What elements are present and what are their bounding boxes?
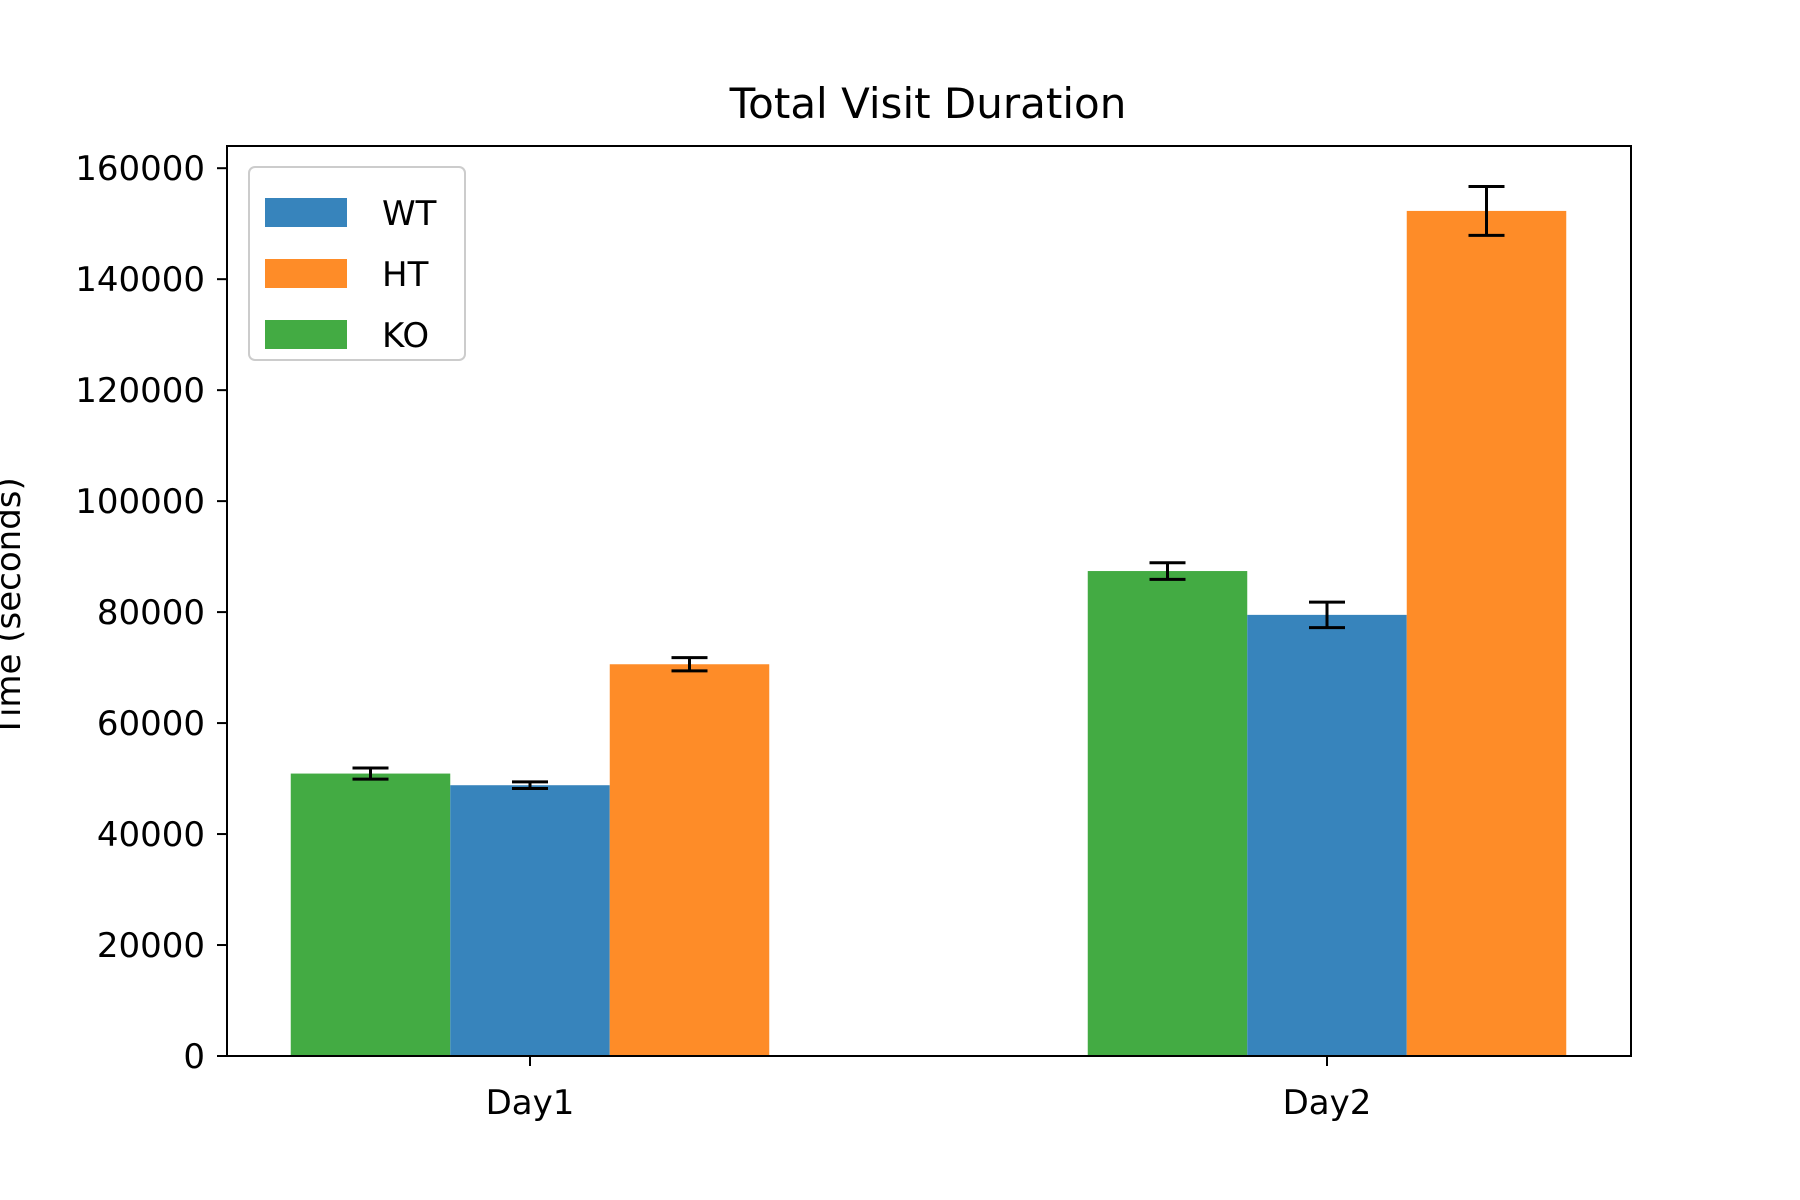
y-tick-label-160000: 160000 — [75, 149, 205, 189]
y-tick-label-40000: 40000 — [97, 815, 205, 855]
bar-ko-day1 — [290, 773, 451, 1056]
y-tick-label-140000: 140000 — [75, 260, 205, 300]
errorbar-ht-day2 — [1468, 185, 1505, 237]
legend-entry-ko: KO — [265, 316, 429, 356]
bar-wt-day2 — [1247, 614, 1407, 1056]
errorbar-ht-day1 — [671, 656, 708, 673]
errorbar-ko-day2 — [1149, 561, 1186, 581]
y-axis-label: Time (seconds) — [0, 477, 29, 738]
legend-swatch-wt — [265, 198, 347, 227]
errorbar-wt-day1 — [512, 780, 548, 791]
x-axis: Day1 Day2 — [486, 1056, 1372, 1123]
y-tick-label-20000: 20000 — [97, 926, 205, 966]
x-tick-label-day2: Day2 — [1283, 1083, 1372, 1123]
chart-title: Total Visit Duration — [729, 79, 1127, 128]
y-axis: 0 20000 40000 60000 80000 100000 120000 140000 1… — [75, 149, 227, 1077]
y-tick-label-0: 0 — [183, 1037, 205, 1077]
y-tick-label-60000: 60000 — [97, 704, 205, 744]
legend-label-wt: WT — [382, 194, 437, 234]
legend-label-ht: HT — [382, 255, 429, 295]
legend-swatch-ht — [265, 259, 347, 288]
bars-layer — [290, 210, 1567, 1057]
plot-frame — [226, 145, 1632, 1057]
y-tick-label-100000: 100000 — [75, 482, 205, 522]
y-tick-label-80000: 80000 — [97, 593, 205, 633]
y-tick-label-120000: 120000 — [75, 371, 205, 411]
bar-wt-day1 — [450, 785, 610, 1056]
legend-entry-wt: WT — [265, 194, 437, 234]
bar-ht-day2 — [1406, 210, 1567, 1057]
x-tick-label-day1: Day1 — [486, 1083, 575, 1123]
errorbar-ko-day1 — [352, 766, 389, 781]
legend-swatch-ko — [265, 320, 347, 349]
errorbar-wt-day2 — [1309, 600, 1345, 630]
legend: WT HT KO — [248, 166, 466, 361]
error-bars-layer — [352, 185, 1505, 791]
legend-entry-ht: HT — [265, 255, 429, 295]
bar-ko-day2 — [1087, 571, 1248, 1056]
legend-label-ko: KO — [382, 316, 429, 356]
bar-ht-day1 — [609, 664, 770, 1056]
